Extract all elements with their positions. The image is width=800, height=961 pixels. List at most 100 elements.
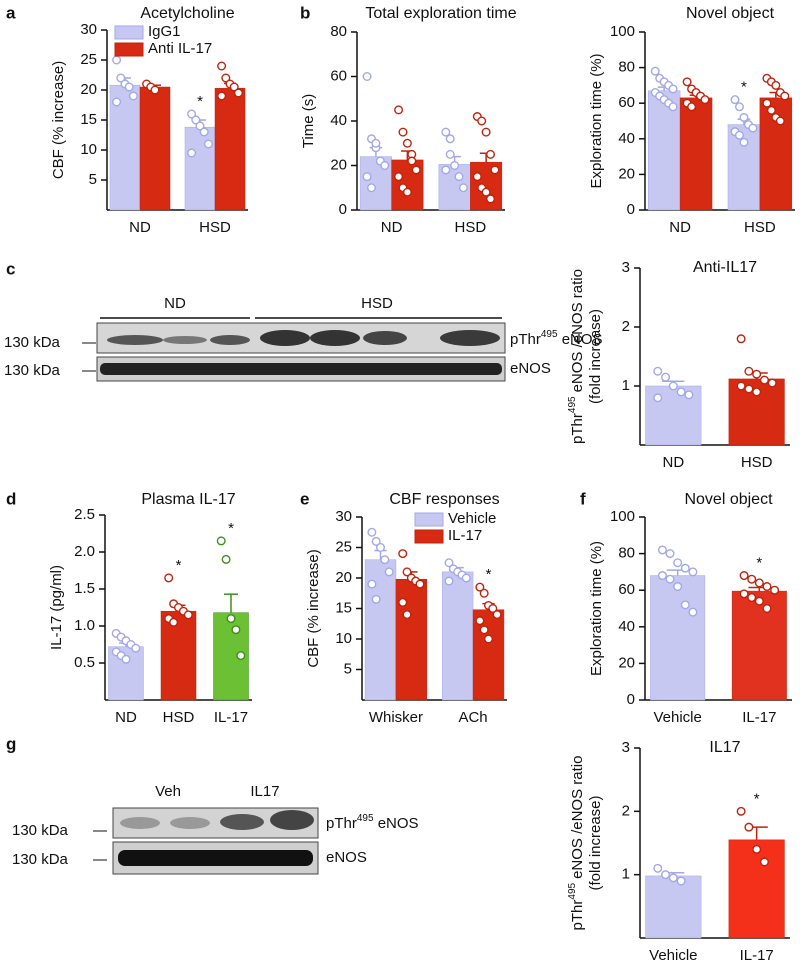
data-point — [217, 61, 227, 71]
y-axis-label: Time (s) — [300, 94, 317, 148]
data-point — [734, 102, 744, 112]
data-point — [688, 567, 698, 577]
data-point — [492, 610, 502, 620]
data-point — [371, 536, 381, 546]
data-point — [191, 115, 201, 125]
y-tick-label: 5 — [344, 660, 352, 677]
bar — [650, 575, 706, 701]
data-point — [371, 138, 381, 148]
data-point — [216, 536, 226, 546]
y-tick-label: 20 — [330, 156, 347, 173]
x-tick-label: HSD — [163, 709, 195, 726]
data-point — [688, 607, 698, 617]
band — [220, 814, 264, 830]
data-point — [394, 172, 404, 182]
y-tick-label: 60 — [330, 67, 347, 84]
data-point — [739, 589, 749, 599]
band — [260, 330, 310, 346]
data-point — [472, 172, 482, 182]
data-point — [367, 579, 377, 589]
data-point — [767, 378, 777, 388]
y-tick-label: 2.0 — [74, 543, 95, 560]
chart-title: IL17 — [709, 739, 740, 756]
significance: * — [197, 93, 203, 110]
data-point — [441, 127, 451, 137]
y-axis-label-part: eNOS /eNOS ratio — [569, 756, 586, 879]
chart-title: Novel object — [684, 491, 773, 508]
y-axis-label-part: 495 — [567, 882, 578, 899]
data-point — [199, 127, 209, 137]
y-tick-label: 20 — [335, 569, 352, 586]
bar — [391, 159, 424, 211]
y-tick-label: 20 — [80, 81, 97, 98]
band — [163, 336, 207, 344]
data-point — [477, 116, 487, 126]
y-tick-label: 40 — [618, 618, 635, 635]
data-point — [231, 625, 241, 635]
band — [210, 335, 250, 345]
x-tick-label: ND — [129, 219, 151, 236]
row-label-part: eNOS — [558, 331, 603, 348]
western-blot: ND HSD 130 kDa 130 kDa pThr495 eNOS eNOS — [4, 295, 603, 382]
data-point — [739, 112, 749, 122]
y-tick-label: 1 — [622, 866, 630, 883]
y-tick-label: 80 — [330, 23, 347, 40]
data-point — [367, 527, 377, 537]
data-point — [398, 127, 408, 137]
y-tick-label: 1 — [622, 377, 630, 394]
y-tick-label: 80 — [618, 545, 635, 562]
data-point — [657, 571, 667, 581]
data-point — [775, 116, 785, 126]
x-tick-label: Whisker — [369, 709, 423, 726]
data-point — [736, 381, 746, 391]
x-tick-label: IL-17 — [742, 709, 776, 726]
chart-title: Plasma IL-17 — [141, 491, 235, 508]
data-point — [687, 102, 697, 112]
data-point — [739, 571, 749, 581]
data-point — [736, 806, 746, 816]
data-point — [116, 73, 126, 83]
data-point — [754, 578, 764, 588]
significance: * — [228, 520, 234, 537]
band — [310, 330, 360, 346]
y-axis-label: CBF (% increase) — [305, 549, 322, 667]
data-point — [665, 549, 675, 559]
data-point — [112, 97, 122, 107]
x-tick-label: HSD — [744, 219, 776, 236]
data-point — [454, 172, 464, 182]
data-point — [376, 543, 386, 553]
y-axis-label-part: pThr — [569, 413, 586, 444]
data-point — [445, 134, 455, 144]
data-point — [668, 381, 678, 391]
y-tick-label: 1.5 — [74, 580, 95, 597]
band — [170, 817, 210, 829]
band — [118, 850, 313, 866]
data-point — [759, 375, 769, 385]
significance: * — [754, 790, 760, 807]
data-point — [195, 121, 205, 131]
data-point — [444, 576, 454, 586]
data-point — [739, 137, 749, 147]
legend-swatch — [114, 42, 144, 57]
data-point — [479, 588, 489, 598]
data-point — [402, 610, 412, 620]
data-point — [730, 95, 740, 105]
y-tick-label: 1.0 — [74, 617, 95, 634]
blot-group: HSD — [361, 295, 393, 312]
data-point — [164, 573, 174, 583]
data-point — [680, 600, 690, 610]
data-point — [490, 165, 500, 175]
data-point — [488, 604, 498, 614]
data-point — [479, 625, 489, 635]
x-tick-label: ND — [381, 219, 403, 236]
row-label-part: 495 — [541, 329, 558, 340]
panel-letter: a — [6, 3, 16, 22]
data-point — [128, 91, 138, 101]
data-point — [744, 822, 754, 832]
data-point — [441, 165, 451, 175]
bar — [441, 571, 474, 701]
band — [440, 330, 500, 346]
band — [270, 810, 314, 830]
data-point — [112, 55, 122, 65]
